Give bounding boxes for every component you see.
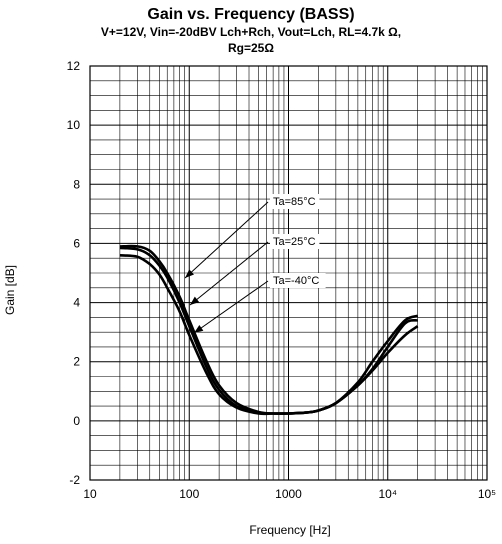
annotation-arrow-line	[193, 280, 269, 334]
chart-subtitle-line1: V+=12V, Vin=-20dBV Lch+Rch, Vout=Lch, RL…	[100, 25, 402, 39]
data-curves	[119, 244, 419, 416]
y-tick-label: 4	[73, 296, 80, 310]
x-tick-label: 1000	[275, 487, 302, 501]
y-axis-label: Gain [dB]	[3, 265, 17, 315]
x-tick-label: 10	[83, 487, 97, 501]
y-tick-label: 10	[67, 118, 81, 132]
annotation-label-bg	[270, 234, 320, 249]
chart-title: Gain vs. Frequency (BASS)	[147, 6, 355, 23]
annotation-label-bg	[270, 194, 320, 209]
x-tick-label: 10⁴	[378, 487, 397, 501]
y-tick-label: 12	[67, 59, 81, 73]
annotation-label: Ta=-40°C	[273, 275, 319, 287]
y-tick-label: -2	[69, 473, 80, 487]
grid	[89, 65, 488, 481]
chart-subtitle-line2: Rg=25Ω	[228, 41, 274, 55]
y-tick-label: 8	[73, 177, 80, 191]
plot-frame	[89, 65, 488, 481]
y-tick-label: 6	[73, 236, 80, 250]
x-tick-label: 10⁵	[478, 487, 496, 501]
annotation-arrow-head	[185, 269, 195, 278]
annotation-arrow-line	[189, 241, 269, 306]
x-axis-label: Frequency [Hz]	[249, 523, 330, 537]
series-line	[119, 254, 419, 416]
annotation-arrow-head	[190, 296, 200, 305]
x-tick-label: 100	[179, 487, 199, 501]
annotation-label: Ta=25°C	[273, 236, 316, 248]
annotation-label-bg	[270, 273, 326, 288]
annotation-arrows: Ta=85°C Ta=25°C Ta=-40°C	[184, 194, 326, 334]
annotation-arrow-line	[184, 201, 269, 279]
y-tick-label: 0	[73, 414, 80, 428]
tick-labels: 10 100 1000 10⁴ 10⁵ -2 0 2 4 6 8 10 12	[67, 59, 497, 501]
y-tick-label: 2	[73, 355, 80, 369]
annotation-arrow-head	[194, 324, 204, 333]
annotation-label: Ta=85°C	[273, 196, 316, 208]
